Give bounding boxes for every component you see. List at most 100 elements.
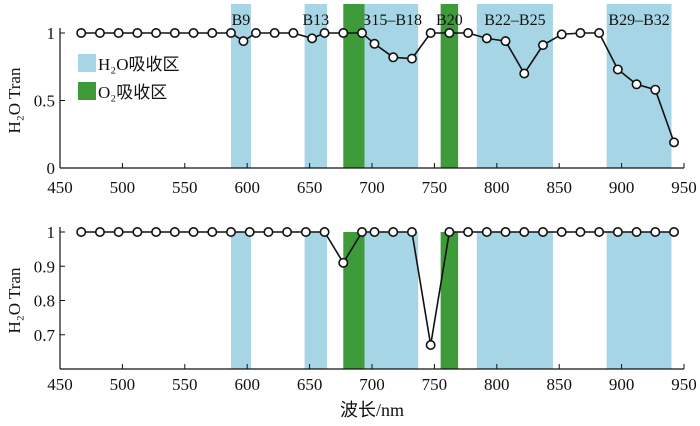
data-point <box>132 227 143 238</box>
x-tick-label: 800 <box>484 178 510 197</box>
x-tick-label: 600 <box>234 375 260 394</box>
data-point <box>500 227 511 238</box>
data-point <box>207 227 218 238</box>
data-point <box>250 27 261 38</box>
x-tick-label: 450 <box>47 375 73 394</box>
data-point <box>319 227 330 238</box>
data-point <box>319 27 330 38</box>
data-point <box>612 64 623 75</box>
data-point <box>94 27 105 38</box>
data-point <box>406 53 417 64</box>
data-point <box>288 27 299 38</box>
x-axis-title: 波长/nm <box>340 400 404 420</box>
x-tick-label: 800 <box>484 375 510 394</box>
legend-label: O₂吸收区 <box>98 83 167 102</box>
x-tick-label: 700 <box>359 375 385 394</box>
y-tick-label: 0.8 <box>34 292 55 311</box>
data-point <box>225 227 236 238</box>
data-point <box>338 27 349 38</box>
data-point <box>369 227 380 238</box>
h2o-band-panel1 <box>304 4 328 168</box>
data-point <box>631 79 642 90</box>
h2o-band-panel2 <box>304 232 328 369</box>
data-point <box>669 227 680 238</box>
data-point <box>575 27 586 38</box>
data-point <box>500 36 511 47</box>
x-tick-label: 750 <box>422 178 448 197</box>
legend-swatch-h2o <box>78 54 96 72</box>
x-tick-label: 850 <box>546 178 572 197</box>
x-tick-label: 700 <box>359 178 385 197</box>
data-point <box>132 27 143 38</box>
series-line <box>81 32 675 143</box>
x-tick-label: 950 <box>671 178 697 197</box>
data-point <box>169 227 180 238</box>
data-point <box>300 227 311 238</box>
data-point <box>575 227 586 238</box>
data-point <box>669 137 680 148</box>
data-point <box>225 27 236 38</box>
x-tick-label: 550 <box>172 178 198 197</box>
data-point <box>188 27 199 38</box>
data-point <box>263 227 274 238</box>
band-label: B15–B18 <box>361 12 422 29</box>
x-tick-label: 750 <box>422 375 448 394</box>
data-point <box>244 227 255 238</box>
data-point <box>537 227 548 238</box>
data-point <box>463 227 474 238</box>
y-tick-label: 0.5 <box>34 92 55 111</box>
data-point <box>388 52 399 63</box>
h2o-band-panel1 <box>476 4 553 168</box>
h2o-band-panel2 <box>476 232 553 369</box>
x-tick-label: 950 <box>671 375 697 394</box>
y-tick-label: 1 <box>47 223 56 242</box>
x-tick-label: 500 <box>110 375 136 394</box>
data-point <box>151 227 162 238</box>
data-point <box>444 27 455 38</box>
data-point <box>282 227 293 238</box>
data-point <box>188 227 199 238</box>
legend-swatch-o2 <box>78 82 96 100</box>
data-point <box>556 29 567 40</box>
y-axis-label: H₂O Tran <box>5 67 24 133</box>
data-point <box>357 227 368 238</box>
data-point <box>113 227 124 238</box>
band-label: B29–B32 <box>608 12 669 29</box>
x-tick-label: 650 <box>297 375 323 394</box>
data-point <box>481 33 492 44</box>
data-point <box>113 27 124 38</box>
data-point <box>481 227 492 238</box>
data-point <box>388 227 399 238</box>
data-point <box>151 27 162 38</box>
data-point <box>612 227 623 238</box>
data-point <box>307 33 318 44</box>
data-point <box>425 340 436 351</box>
data-point <box>631 227 642 238</box>
data-point <box>76 227 87 238</box>
data-point <box>594 27 605 38</box>
x-tick-label: 900 <box>609 375 635 394</box>
data-point <box>556 227 567 238</box>
band-label: B9 <box>232 12 251 29</box>
x-tick-label: 900 <box>609 178 635 197</box>
y-tick-label: 0.7 <box>34 326 56 345</box>
x-tick-label: 500 <box>110 178 136 197</box>
h2o-band-panel2 <box>364 232 419 369</box>
band-label: B22–B25 <box>484 12 545 29</box>
data-point <box>406 227 417 238</box>
data-point <box>519 227 530 238</box>
data-point <box>425 27 436 38</box>
o2-band-panel1 <box>440 4 459 168</box>
h2o-band-panel2 <box>230 232 251 369</box>
x-tick-label: 650 <box>297 178 323 197</box>
data-point <box>463 27 474 38</box>
x-tick-label: 600 <box>234 178 260 197</box>
x-tick-label: 550 <box>172 375 198 394</box>
o2-band-panel1 <box>343 4 365 168</box>
h2o-band-panel1 <box>364 4 419 168</box>
data-point <box>238 36 249 47</box>
y-axis-label: H₂O Tran <box>5 267 24 333</box>
data-point <box>650 84 661 95</box>
